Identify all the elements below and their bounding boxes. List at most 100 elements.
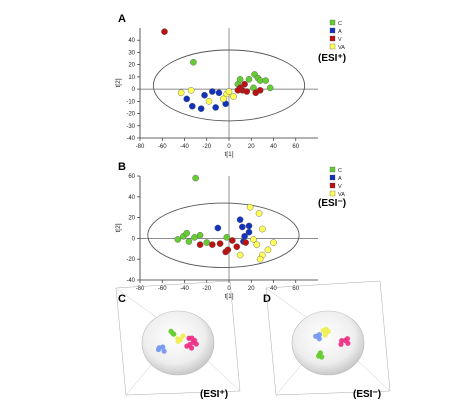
panel-a-legend: CAV VA — [329, 19, 345, 51]
panel-a-point-va — [205, 98, 213, 105]
panel-a-plot: -80 -60 -40 -20 0 20 40 60 -40 -30 -20 -10 0 10 20 30 40… — [115, 28, 318, 158]
panel-b-y-tick-label: 0 — [132, 236, 136, 242]
panel-c: C (ESI⁺) — [115, 280, 241, 400]
legend-label-v: V — [338, 37, 342, 43]
panel-c-point-va — [175, 338, 181, 344]
panel-b-point-v — [233, 243, 241, 251]
panel-c-point-v — [193, 341, 199, 347]
panel-d: D (ESI⁻) — [263, 280, 391, 400]
panel-a-y-tick-label: -20 — [126, 112, 135, 118]
panel-a-x-tick-label: -20 — [202, 144, 211, 150]
panel-a-point-v — [256, 87, 264, 94]
panel-a-x-tick-label: -60 — [158, 144, 167, 150]
panel-b-point-va — [250, 236, 257, 243]
panel-b-x-tick-label: 40 — [270, 286, 277, 292]
panel-a-point-v — [243, 88, 251, 95]
panel-a-y-tick-label: 0 — [132, 87, 136, 93]
panel-b-label: B — [118, 161, 126, 173]
panel-c-point-a — [161, 348, 167, 354]
panel-b-point-va — [246, 203, 254, 211]
panel-c-mode-label: (ESI⁺) — [200, 389, 228, 400]
panel-b-point-c — [185, 238, 193, 245]
panel-d-point-va — [325, 328, 331, 334]
panel-b-point-c — [174, 236, 182, 243]
panel-c-point-v — [184, 343, 190, 349]
panel-b-y-tick-label: 20 — [128, 216, 135, 222]
panel-a-mode-label: (ESI⁺) — [318, 53, 346, 64]
panel-b-x-tick-label: -60 — [158, 286, 167, 292]
panel-b-x-tick-label: -20 — [202, 286, 211, 292]
legend-label-a: A — [338, 29, 342, 35]
panel-a-point-va — [177, 89, 185, 97]
panel-a-x-axis-title: t[1] — [224, 151, 233, 158]
panel-a-point-va — [225, 88, 233, 95]
panel-b-point-a — [245, 228, 253, 236]
panel-c-point-v — [189, 345, 195, 351]
panel-b-point-va — [259, 225, 266, 233]
panel-a-y-tick-label: 10 — [128, 75, 135, 81]
panel-c-point-v — [189, 335, 195, 341]
panel-a-point-c — [256, 77, 264, 84]
panel-a-point-a — [215, 89, 223, 97]
panel-b-point-va — [255, 210, 263, 217]
panel-b-point-va — [256, 255, 264, 263]
panel-c-3d-plot — [115, 280, 241, 396]
panel-a-point-v — [161, 28, 168, 35]
panel-a-point-a — [183, 95, 191, 103]
panel-a-y-tick-label: 20 — [128, 63, 135, 69]
legend-swatch-a — [329, 27, 336, 34]
panel-b-x-axis-title: t[1] — [224, 293, 233, 300]
panel-a-x-tick-label: 40 — [270, 144, 277, 150]
panel-b-y-axis-title: t[2] — [115, 223, 122, 232]
panel-b-point-a — [236, 216, 244, 223]
panel-a-point-v — [234, 87, 242, 94]
panel-b-y-tick-label: -20 — [126, 257, 135, 263]
panel-b-point-va — [236, 251, 244, 259]
panel-a-y-axis-title: t[2] — [115, 78, 122, 87]
panel-a-point-a — [212, 104, 219, 111]
panel-b-y-tick-label: 40 — [128, 195, 135, 201]
panel-a-y-tick-label: -40 — [126, 136, 135, 142]
legend-label-v: V — [338, 184, 342, 190]
panel-b-point-a — [214, 224, 222, 232]
panel-b: B -80 -60 -40 -20 0 20 40 60 -40 -20 0 20 40 60 t[1] t[… — [115, 161, 346, 300]
panel-b-point-v — [242, 239, 249, 246]
panel-a-point-c — [262, 77, 270, 84]
legend-label-c: C — [338, 21, 342, 27]
panel-c-point-va — [180, 333, 186, 339]
panel-a-y-tick-label: -10 — [126, 99, 135, 105]
panel-d-point-v — [345, 340, 351, 346]
panel-a-x-tick-label: -40 — [180, 144, 189, 150]
panel-a-x-tick-label: -80 — [136, 144, 145, 150]
legend-label-va: VA — [338, 192, 345, 198]
panel-a-point-c — [245, 76, 253, 83]
panel-a-point-v — [241, 80, 248, 88]
panel-d-mode-label: (ESI⁻) — [353, 389, 381, 400]
panel-b-x-tick-label: -80 — [136, 286, 145, 292]
panel-a-y-tick-label: -30 — [126, 124, 135, 130]
legend-label-c: C — [338, 168, 342, 174]
legend-label-va: VA — [338, 45, 345, 51]
legend-label-a: A — [338, 176, 342, 182]
panel-b-y-tick-label: -40 — [126, 278, 135, 284]
panel-b-point-c — [223, 234, 231, 241]
panel-b-point-a — [239, 223, 246, 231]
panel-d-point-va — [322, 332, 328, 338]
legend-swatch-va — [329, 43, 336, 50]
panel-b-point-v — [196, 241, 204, 248]
panel-b-point-a — [245, 222, 253, 230]
panel-b-x-tick-label: 20 — [248, 286, 255, 292]
panel-b-point-v — [209, 241, 216, 248]
panel-b-x-tick-label: 0 — [227, 286, 231, 292]
panel-d-point-a — [316, 336, 322, 342]
panel-b-legend: CAV VA — [329, 166, 345, 198]
panel-d-point-v — [344, 336, 350, 342]
panel-b-point-c — [196, 231, 204, 239]
panel-d-confidence-sphere — [291, 310, 365, 376]
panel-b-point-v — [222, 248, 229, 256]
panel-b-mode-label: (ESI⁻) — [318, 198, 346, 209]
panel-a-y-tick-label: 30 — [128, 50, 135, 56]
panel-a-point-c — [266, 84, 274, 92]
panel-a-hotelling-ellipse — [152, 49, 306, 122]
panel-b-plot: -80 -60 -40 -20 0 20 40 60 -40 -20 0 20 40 60 t[1] t[2] — [115, 174, 318, 300]
